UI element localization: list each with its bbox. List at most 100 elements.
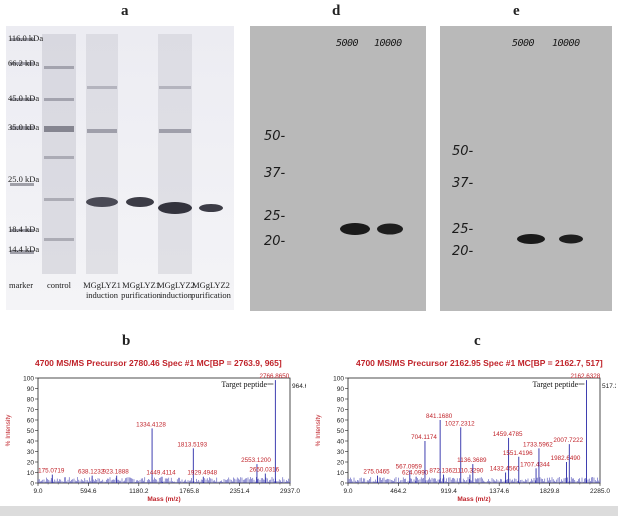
peak-label: 841.1680	[426, 413, 453, 420]
mw-marker: 25.0 kDa	[8, 174, 40, 184]
peak-label: 175.0719	[38, 468, 65, 475]
y-tick-label: 60	[337, 417, 345, 424]
y-tick-label: 40	[337, 438, 345, 445]
x-tick-label: 2351.4	[230, 488, 250, 495]
x-tick-label: 594.6	[80, 488, 97, 495]
right-value: 517.3	[602, 383, 616, 390]
peak-label: 1027.2312	[445, 420, 475, 427]
y-tick-label: 0	[340, 480, 344, 487]
peak-label: 275.0465	[363, 469, 390, 476]
peak-label: 1449.4114	[146, 470, 176, 477]
mw-marker: 66.2 kDa	[8, 58, 40, 68]
y-tick-label: 50	[27, 428, 35, 435]
peak-label: 638.1232	[78, 469, 105, 476]
peak-label: 872.1362	[429, 468, 456, 475]
western-blot-e: 5000 10000 50- 37- 25- 20-	[440, 26, 612, 311]
y-tick-label: 20	[337, 459, 345, 466]
y-tick-label: 50	[337, 428, 345, 435]
y-tick-label: 40	[27, 438, 35, 445]
y-tick-label: 10	[27, 470, 35, 477]
peak-label: 2007.7222	[553, 437, 583, 444]
x-tick-label: 1180.2	[129, 488, 149, 495]
ms-spectrum-c: 4700 MS/MS Precursor 2162.95 Spec #1 MC[…	[310, 352, 616, 506]
spectrum-c-plot: 0 10 20 30 40 50 60 70 80 90 100 % Intensity 9.0 464.…	[315, 373, 616, 503]
y-tick-label: 90	[337, 386, 345, 393]
blot-d-label: 10000	[374, 38, 402, 49]
y-tick-label: 80	[337, 396, 345, 403]
peak-label: 923.1888	[103, 469, 130, 476]
peak-label: 2162.6328	[571, 373, 601, 380]
blot-e-label: 5000	[512, 38, 535, 49]
y-tick-label: 60	[27, 417, 35, 424]
right-value: 964.6	[292, 383, 306, 390]
y-tick-label: 30	[27, 449, 35, 456]
blot-e-mw: 37-	[452, 176, 474, 191]
x-tick-label: 1765.8	[179, 488, 199, 495]
x-tick-label: 9.0	[343, 488, 352, 495]
ms-spectrum-b: 4700 MS/MS Precursor 2780.46 Spec #1 MC[…	[0, 352, 306, 506]
x-tick-label: 2937.0	[280, 488, 300, 495]
peak-label: 1551.4196	[503, 450, 533, 457]
panel-label-d: d	[332, 3, 341, 19]
panel-label-b: b	[122, 333, 131, 349]
panel-label-e: e	[513, 3, 520, 19]
lane-label: marker	[8, 280, 34, 290]
y-tick-label: 90	[27, 386, 35, 393]
y-tick-label: 20	[27, 459, 35, 466]
peak-label: 567.0959	[396, 463, 423, 470]
blot-e-bands	[517, 234, 583, 244]
y-axis-label: % Intensity	[5, 414, 12, 447]
baseline-noise	[347, 477, 601, 483]
peak-label: 2553.1200	[241, 457, 271, 464]
peak-label: 624.0990	[402, 470, 429, 477]
blot-d-mw: 37-	[264, 166, 286, 181]
peak-label: 1733.5962	[523, 441, 553, 448]
x-tick-label: 1829.8	[540, 488, 560, 495]
y-tick-label: 70	[27, 407, 35, 414]
x-tick-label: 919.4	[441, 488, 458, 495]
y-tick-label: 100	[23, 375, 34, 382]
peak-label: 1136.3689	[457, 457, 487, 464]
peak-label: 1334.4128	[136, 421, 166, 428]
blot-e-mw: 50-	[452, 144, 474, 159]
lane-label: MGgLYZ2 induction	[157, 280, 195, 300]
blot-d-mw: 50-	[264, 129, 286, 144]
baseline-noise	[37, 477, 291, 483]
blot-d-mw: 20-	[264, 234, 286, 249]
lane-label: MGgLYZ1 induction	[83, 280, 121, 300]
peak-label: 1813.5193	[177, 441, 207, 448]
blot-d-label: 5000	[336, 38, 359, 49]
sds-page-gel: 116.0 kDa 66.2 kDa 45.0 kDa 35.0 kDa 25.…	[6, 26, 234, 310]
y-tick-label: 70	[337, 407, 345, 414]
peak-label: 2766.8650	[259, 373, 289, 380]
panel-label-c: c	[474, 333, 481, 349]
spectrum-title: 4700 MS/MS Precursor 2780.46 Spec #1 MC[…	[35, 358, 282, 368]
x-axis-label: Mass (m/z)	[457, 496, 490, 503]
spectrum-b-plot: 0 10 20 30 40 50 60 70 80 90 100 % Intensity 9.0 594.…	[5, 373, 306, 503]
mw-marker: 116.0 kDa	[8, 33, 44, 43]
western-blot-d: 5000 10000 50- 37- 25- 20-	[250, 26, 426, 311]
y-tick-label: 10	[337, 470, 345, 477]
lane-label: control	[46, 280, 72, 290]
target-peptide-annotation: Target peptide	[221, 380, 267, 389]
peak-label: 704.1174	[411, 434, 437, 441]
x-tick-label: 464.2	[390, 488, 407, 495]
spectrum-title: 4700 MS/MS Precursor 2162.95 Spec #1 MC[…	[356, 358, 603, 368]
peak-label: 1982.6490	[551, 455, 581, 462]
gel-image	[6, 26, 234, 310]
blot-e-mw: 20-	[452, 244, 474, 259]
lane-label: MGgLYZ1 purification	[121, 280, 161, 300]
peak-label: 1459.4785	[493, 431, 523, 438]
mw-marker: 35.0 kDa	[8, 122, 40, 132]
blot-e-label: 10000	[552, 38, 580, 49]
y-axis-label: % Intensity	[315, 414, 322, 447]
mw-marker: 45.0 kDa	[8, 93, 40, 103]
panel-label-a: a	[121, 3, 129, 19]
y-tick-label: 100	[333, 375, 344, 382]
blot-d-mw: 25-	[264, 209, 286, 224]
peak-label: 1432.4560	[490, 466, 520, 473]
y-tick-label: 0	[30, 480, 34, 487]
bottom-strip	[0, 506, 618, 516]
peak-label: 1929.4948	[187, 470, 217, 477]
x-tick-label: 9.0	[33, 488, 42, 495]
